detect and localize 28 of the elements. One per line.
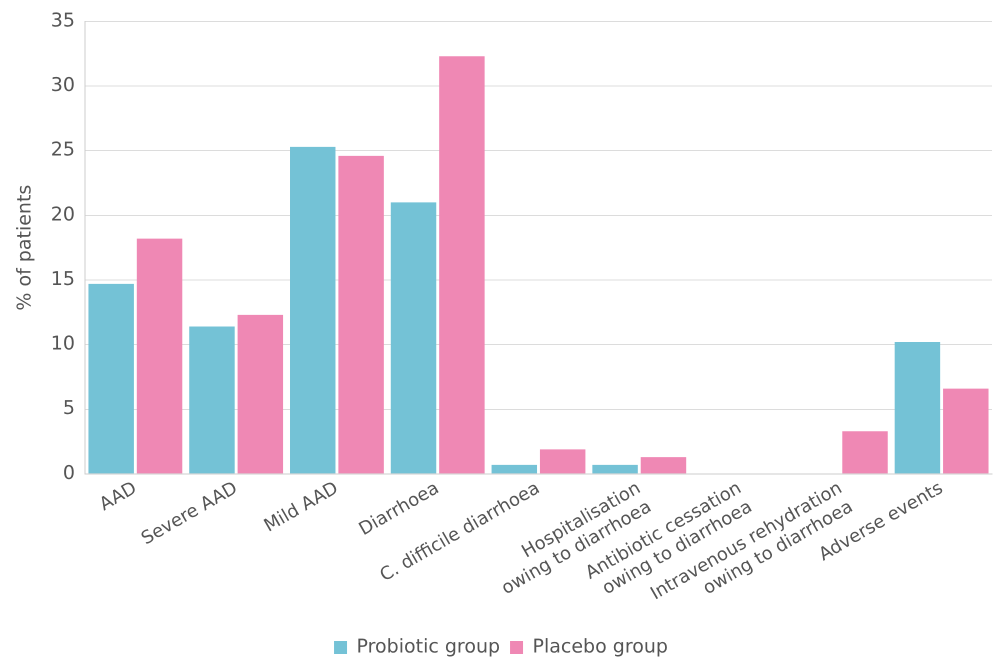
bar xyxy=(238,314,284,474)
y-axis-title: % of patients xyxy=(13,184,36,311)
bar xyxy=(592,464,638,474)
bar xyxy=(88,284,134,474)
x-tick-label: Mild AAD xyxy=(260,477,342,536)
x-tick-label: AAD xyxy=(96,477,140,516)
bar xyxy=(540,449,586,474)
bar xyxy=(136,238,182,474)
bar xyxy=(338,156,384,474)
bar xyxy=(492,464,538,474)
bar xyxy=(640,457,686,474)
y-tick-label: 30 xyxy=(50,74,75,96)
bar xyxy=(390,202,436,474)
y-tick-label: 5 xyxy=(62,397,75,420)
y-tick-label: 10 xyxy=(50,332,75,355)
bar xyxy=(894,342,940,474)
bar xyxy=(842,431,888,474)
bar xyxy=(439,56,485,474)
y-tick-label: 25 xyxy=(50,138,75,161)
bar xyxy=(943,388,989,474)
bar xyxy=(290,146,336,474)
y-tick-label: 15 xyxy=(50,268,75,290)
bar xyxy=(189,326,235,474)
y-tick-label: 20 xyxy=(50,203,75,226)
y-tick-label: 0 xyxy=(62,462,75,484)
y-tick-label: 35 xyxy=(50,9,75,32)
legend-label: Placebo group xyxy=(532,635,668,658)
legend-label: Probiotic group xyxy=(356,635,500,658)
